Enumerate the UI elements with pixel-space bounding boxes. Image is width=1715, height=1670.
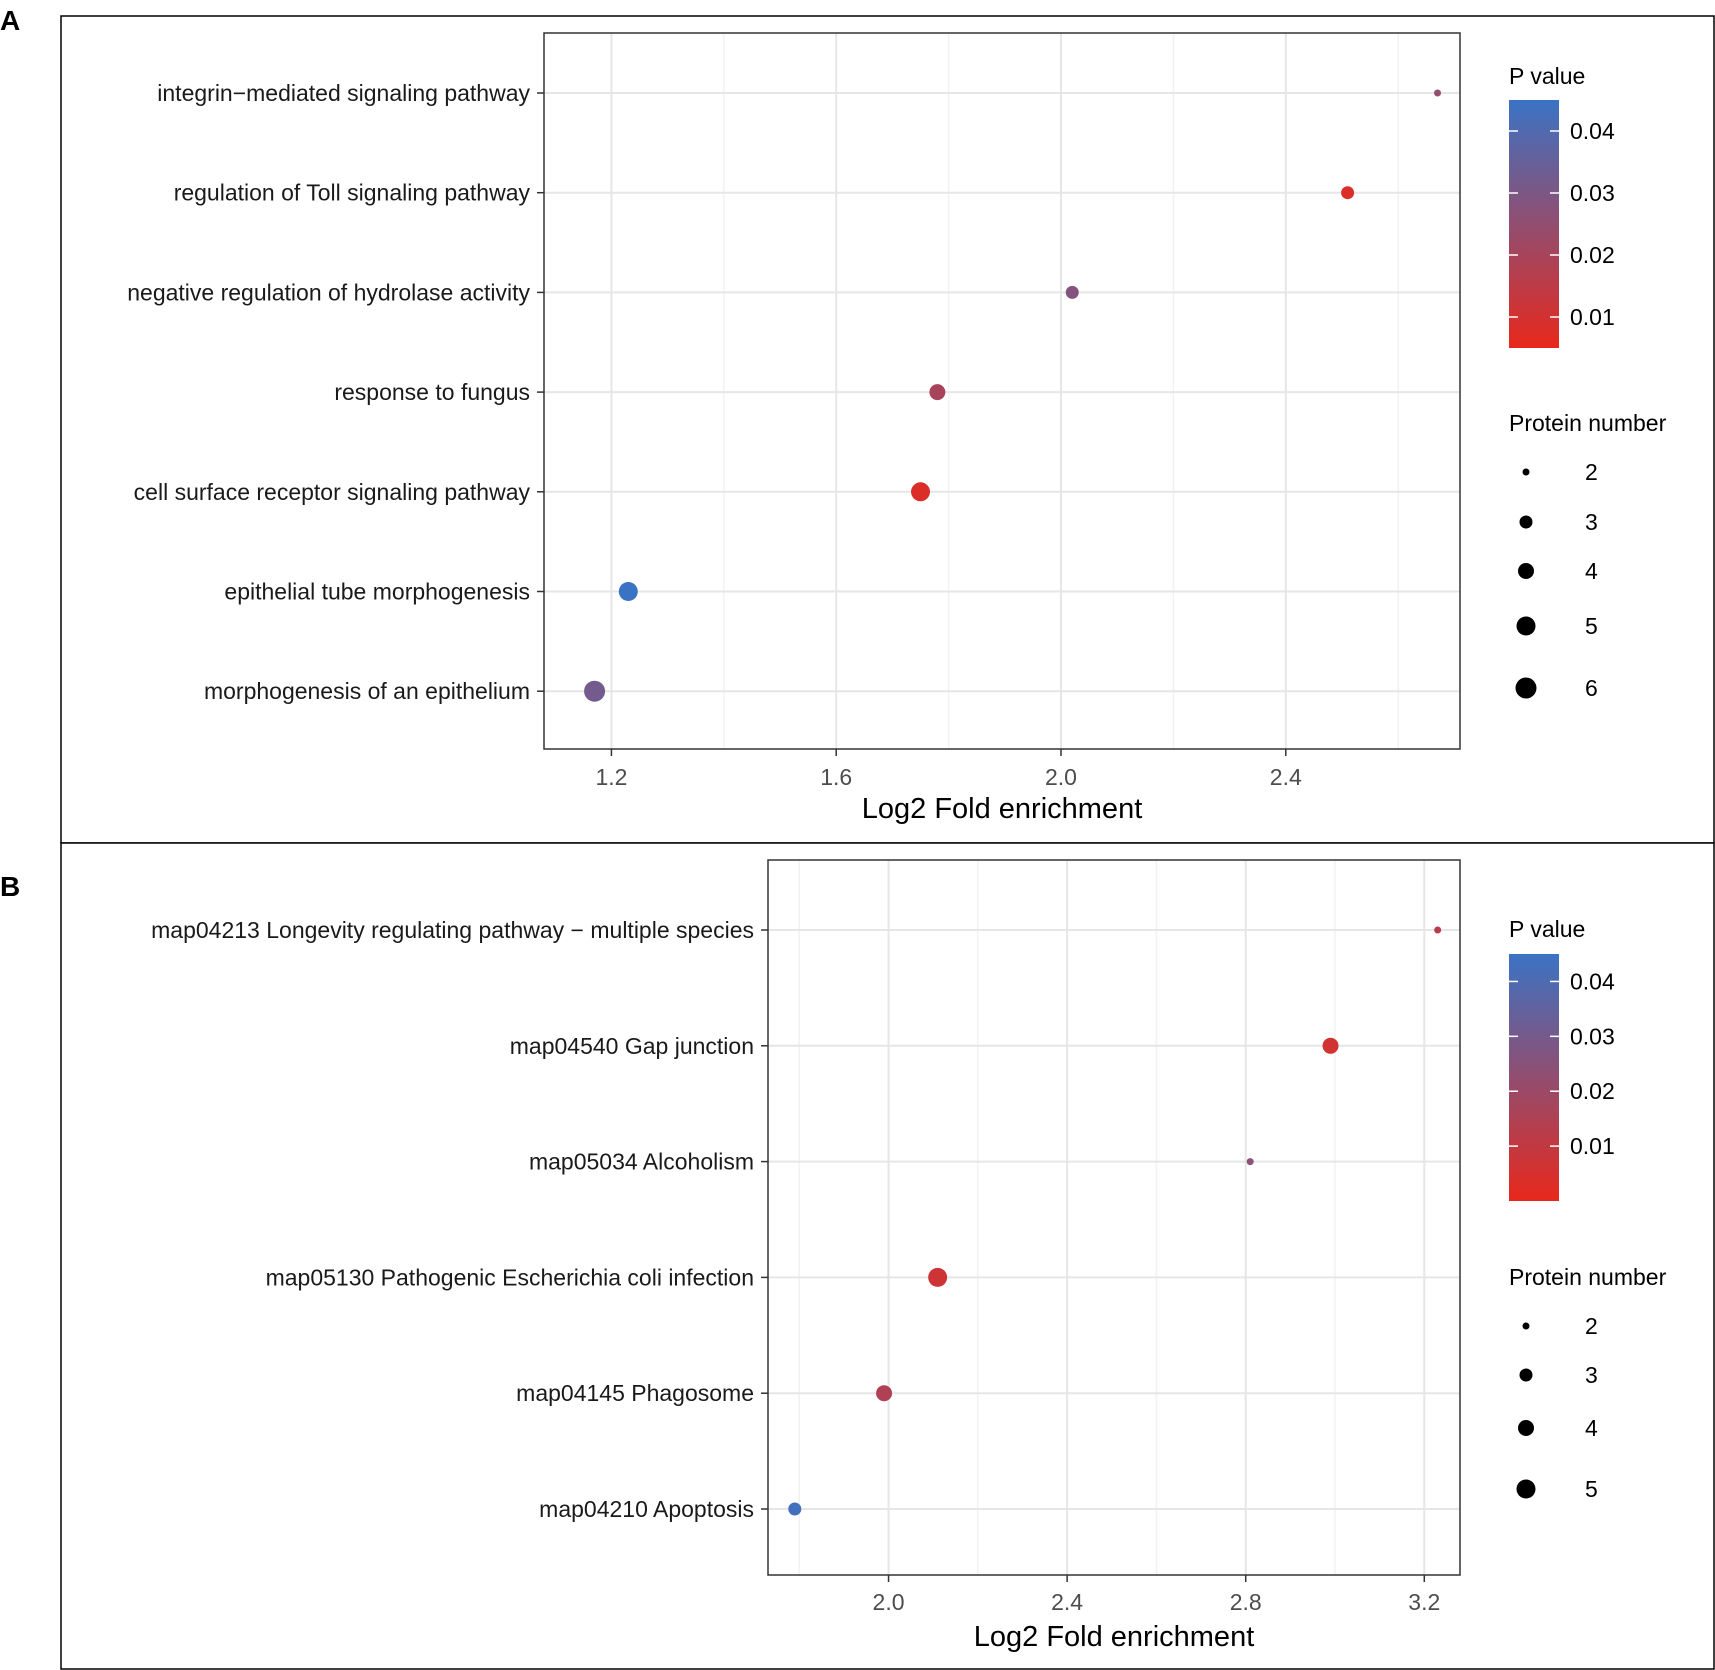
size-legend-dot (1522, 468, 1530, 476)
size-legend-title: Protein number (1509, 410, 1667, 436)
data-point (911, 482, 931, 502)
size-legend-label: 5 (1585, 613, 1598, 639)
colorbar-tick-label: 0.04 (1570, 118, 1615, 144)
plot-area (544, 33, 1460, 749)
colorbar (1509, 954, 1559, 1201)
y-category-label: response to fungus (334, 379, 530, 405)
size-legend-dot (1515, 677, 1537, 699)
x-tick-label: 1.2 (595, 764, 627, 790)
size-legend-dot (1516, 616, 1536, 636)
data-point (1322, 1037, 1339, 1054)
y-category-label: map04145 Phagosome (516, 1380, 754, 1406)
panel-b-label: B (0, 871, 20, 902)
y-category-label: map05130 Pathogenic Escherichia coli inf… (266, 1264, 754, 1290)
y-category-label: map04540 Gap junction (510, 1033, 754, 1059)
data-point (1434, 926, 1442, 934)
panel-a-label: A (0, 5, 20, 36)
y-category-label: map05034 Alcoholism (529, 1149, 754, 1175)
data-point (928, 1267, 948, 1287)
size-legend-label: 3 (1585, 509, 1598, 535)
y-category-label: epithelial tube morphogenesis (224, 579, 530, 605)
data-point (1434, 89, 1442, 97)
data-point (1246, 1158, 1254, 1166)
size-legend-dot (1522, 1322, 1530, 1330)
x-tick-label: 2.8 (1230, 1589, 1262, 1615)
y-category-label: morphogenesis of an epithelium (204, 678, 530, 704)
data-point (1065, 285, 1079, 299)
data-point (788, 1502, 802, 1516)
size-legend-label: 2 (1585, 459, 1598, 485)
y-category-label: regulation of Toll signaling pathway (174, 180, 531, 206)
colorbar-tick-label: 0.01 (1570, 304, 1615, 330)
y-category-label: cell surface receptor signaling pathway (134, 479, 531, 505)
color-legend-title: P value (1509, 63, 1585, 89)
x-tick-label: 1.6 (820, 764, 852, 790)
colorbar-tick-label: 0.01 (1570, 1133, 1615, 1159)
size-legend-label: 3 (1585, 1362, 1598, 1388)
size-legend-title: Protein number (1509, 1264, 1667, 1290)
x-tick-label: 2.0 (873, 1589, 905, 1615)
colorbar-tick-label: 0.04 (1570, 968, 1615, 994)
x-tick-label: 2.4 (1051, 1589, 1083, 1615)
size-legend-label: 4 (1585, 1415, 1598, 1441)
colorbar-tick-label: 0.02 (1570, 1078, 1615, 1104)
plot-border (543, 32, 1461, 750)
data-point (1341, 186, 1355, 200)
plot-border (767, 859, 1461, 1576)
color-legend-title: P value (1509, 916, 1585, 942)
size-legend-label: 6 (1585, 675, 1598, 701)
colorbar-tick-label: 0.02 (1570, 242, 1615, 268)
size-legend-dot (1519, 515, 1533, 529)
data-point (584, 680, 606, 702)
data-point (618, 582, 638, 601)
size-legend-dot (1518, 1420, 1534, 1436)
y-category-label: map04210 Apoptosis (539, 1496, 754, 1522)
colorbar-tick-label: 0.03 (1570, 1023, 1615, 1049)
colorbar (1509, 100, 1559, 348)
size-legend-label: 2 (1585, 1313, 1598, 1339)
size-legend-dot (1519, 1368, 1533, 1382)
data-point (929, 384, 946, 401)
size-legend-label: 4 (1585, 558, 1598, 584)
size-legend-dot (1516, 1479, 1536, 1499)
size-legend-label: 5 (1585, 1476, 1598, 1502)
x-axis-title: Log2 Fold enrichment (974, 1621, 1255, 1653)
y-category-label: negative regulation of hydrolase activit… (127, 279, 530, 305)
data-point (876, 1385, 893, 1402)
x-tick-label: 2.4 (1270, 764, 1302, 790)
plot-area (768, 860, 1460, 1575)
x-axis-title: Log2 Fold enrichment (862, 793, 1143, 825)
x-tick-label: 2.0 (1045, 764, 1077, 790)
size-legend-dot (1518, 563, 1534, 579)
colorbar-tick-label: 0.03 (1570, 180, 1615, 206)
chart-panel-a: 1.2 1.6 2.0 2.4 integrin−mediated signaling … (127, 32, 1667, 825)
y-category-label: integrin−mediated signaling pathway (157, 80, 530, 106)
chart-panel-b: 2.0 2.4 2.8 3.2 map04213 Longevity regulatin… (151, 859, 1667, 1653)
y-category-label: map04213 Longevity regulating pathway − … (151, 917, 754, 943)
x-tick-label: 3.2 (1408, 1589, 1440, 1615)
